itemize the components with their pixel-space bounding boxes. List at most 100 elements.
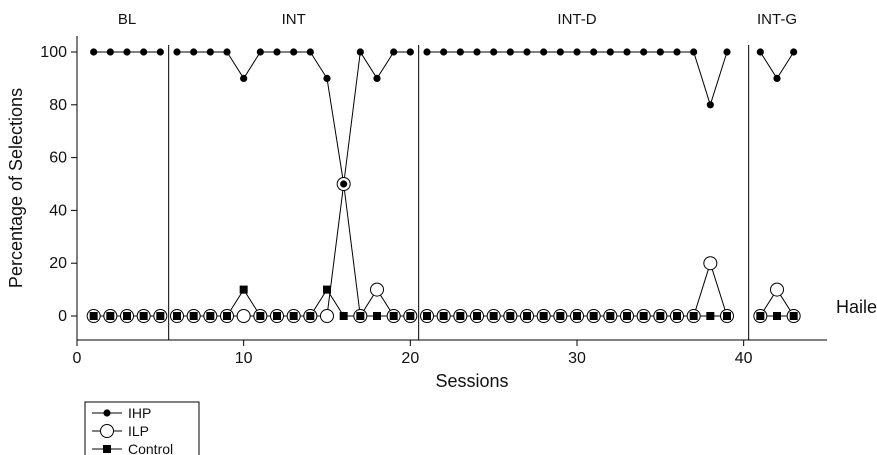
point-ihp xyxy=(290,48,298,56)
y-tick-label: 0 xyxy=(58,308,67,325)
x-axis-title: Sessions xyxy=(435,371,508,391)
point-control xyxy=(189,312,198,320)
point-ihp xyxy=(173,48,181,56)
point-ihp xyxy=(706,101,714,109)
point-control xyxy=(423,312,431,320)
point-control xyxy=(356,312,365,320)
point-ihp xyxy=(656,48,664,56)
point-control xyxy=(506,312,515,320)
point-control xyxy=(156,312,165,320)
point-ihp xyxy=(640,48,648,56)
point-control xyxy=(489,312,498,320)
point-ihp xyxy=(223,48,231,56)
point-ihp xyxy=(140,48,148,56)
point-ihp xyxy=(790,48,798,56)
legend-label-ihp: IHP xyxy=(128,405,151,421)
point-control xyxy=(289,312,298,320)
point-ihp xyxy=(206,48,214,56)
phase-label: INT xyxy=(282,11,306,28)
legend-label-control: Control xyxy=(128,441,173,455)
point-ihp xyxy=(256,48,264,56)
point-control xyxy=(556,312,565,320)
point-control xyxy=(589,312,598,320)
point-control xyxy=(439,312,448,320)
point-control xyxy=(639,312,648,320)
point-control xyxy=(623,312,631,320)
point-ihp xyxy=(390,48,398,56)
point-ihp xyxy=(123,48,131,56)
point-control xyxy=(606,312,615,320)
x-tick-label: 0 xyxy=(73,350,82,367)
point-control xyxy=(206,312,215,320)
x-tick-label: 30 xyxy=(568,350,586,367)
point-control xyxy=(689,312,698,320)
legend-label-ilp: ILP xyxy=(128,423,149,439)
point-control xyxy=(173,312,181,320)
point-control xyxy=(223,312,231,320)
y-tick-label: 80 xyxy=(49,97,67,114)
point-control xyxy=(89,312,98,320)
point-control xyxy=(673,312,681,320)
point-ihp xyxy=(573,48,581,56)
point-ihp xyxy=(356,48,364,56)
point-control xyxy=(773,312,781,320)
point-ihp xyxy=(590,48,598,56)
participant-label: Hailey xyxy=(836,297,877,317)
legend-marker-ihp xyxy=(103,409,111,417)
series-lines xyxy=(93,50,795,318)
point-ihp xyxy=(673,48,681,56)
phase-label: INT-D xyxy=(557,11,596,28)
series-line-ihp xyxy=(177,50,411,185)
point-ihp xyxy=(723,48,731,56)
point-ihp xyxy=(340,180,348,188)
series-line-ilp xyxy=(427,261,728,317)
phase-label: BL xyxy=(118,11,136,28)
phase-label: INT-G xyxy=(757,11,797,28)
point-ilp xyxy=(703,256,718,271)
legend-box xyxy=(84,401,200,455)
x-tick-label: 10 xyxy=(235,350,253,367)
x-tick-label: 40 xyxy=(735,350,753,367)
y-tick-label: 100 xyxy=(40,44,67,61)
point-ihp xyxy=(623,48,631,56)
point-ihp xyxy=(756,48,764,56)
legend: IHP ILP Control xyxy=(84,401,200,455)
point-ihp xyxy=(606,48,614,56)
y-tick-label: 60 xyxy=(49,150,67,167)
point-ihp xyxy=(456,48,464,56)
point-ihp xyxy=(106,48,114,56)
point-control xyxy=(256,312,265,320)
point-ihp xyxy=(556,48,564,56)
point-control xyxy=(389,312,398,320)
series-line-ihp xyxy=(759,51,795,80)
point-control xyxy=(123,312,131,320)
series-line-ihp xyxy=(427,51,728,107)
point-ihp xyxy=(423,48,431,56)
phase-labels: BL INT INT-D INT-G xyxy=(118,11,797,28)
point-ilp xyxy=(770,282,784,297)
point-ihp xyxy=(273,48,281,56)
legend-marker-control xyxy=(103,445,111,453)
point-ihp xyxy=(773,74,781,82)
point-ilp xyxy=(320,309,334,323)
point-control xyxy=(789,312,798,320)
point-control xyxy=(756,312,765,320)
point-control xyxy=(523,312,531,320)
y-tick-label: 40 xyxy=(49,202,67,219)
axes xyxy=(76,36,827,341)
point-ihp xyxy=(473,48,481,56)
point-control xyxy=(573,312,581,320)
point-control xyxy=(239,285,248,294)
point-control xyxy=(339,312,348,320)
point-ihp xyxy=(323,74,331,82)
point-ihp xyxy=(306,48,314,56)
point-control xyxy=(139,312,148,320)
point-control xyxy=(273,312,281,320)
axis-ticks: 0 20 40 60 80 100 0 10 20 30 40 xyxy=(40,44,752,367)
point-ihp xyxy=(690,48,698,56)
point-control xyxy=(373,312,381,320)
point-ihp xyxy=(440,48,448,56)
point-control xyxy=(723,312,731,320)
point-ilp xyxy=(370,282,384,297)
point-ihp xyxy=(156,48,164,56)
